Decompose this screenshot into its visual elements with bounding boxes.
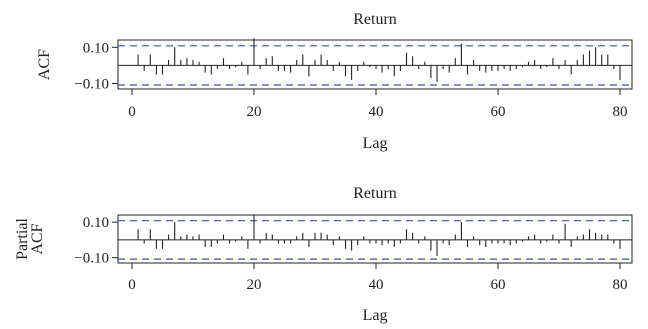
plot-frame xyxy=(117,39,633,90)
x-axis-label: Lag xyxy=(363,135,388,152)
y-tick-label: −0.10 xyxy=(74,77,109,93)
x-tick-label: 60 xyxy=(491,104,506,120)
y-tick-label: 0.10 xyxy=(83,215,109,231)
x-axis-label: Lag xyxy=(363,307,388,324)
y-axis-label: Partial xyxy=(14,218,31,260)
x-tick-label: 60 xyxy=(491,277,506,293)
x-tick-label: 40 xyxy=(369,104,384,120)
acf-panel: Return 0.10 −0.10 0 20 40 60 80 Lag ACF xyxy=(36,11,633,152)
chart-title: Return xyxy=(353,11,397,28)
x-tick-label: 20 xyxy=(247,104,262,120)
plot-frame xyxy=(117,214,633,264)
x-tick-label: 0 xyxy=(128,277,136,293)
y-tick-label: −0.10 xyxy=(74,251,109,267)
y-axis-label: ACF xyxy=(29,223,46,254)
x-tick-label: 20 xyxy=(247,277,262,293)
y-axis-label: ACF xyxy=(36,49,53,80)
x-tick-label: 80 xyxy=(613,104,628,120)
chart-title: Return xyxy=(353,185,397,202)
x-tick-label: 0 xyxy=(128,104,136,120)
x-tick-label: 80 xyxy=(613,277,628,293)
y-tick-label: 0.10 xyxy=(83,40,109,56)
x-tick-label: 40 xyxy=(369,277,384,293)
